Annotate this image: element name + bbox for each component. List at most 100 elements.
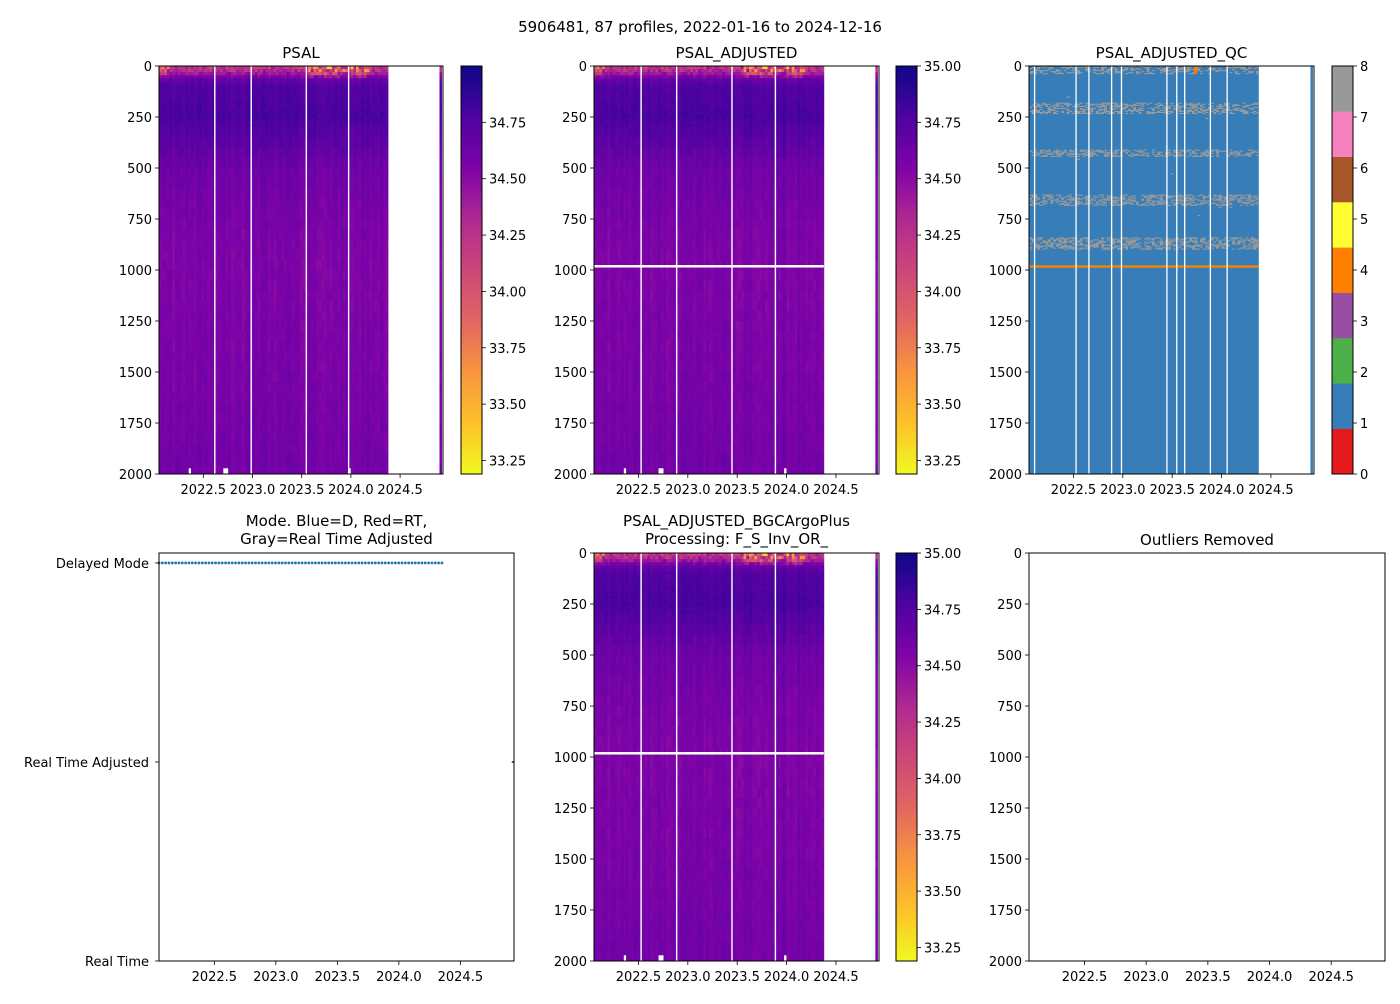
heatmap-cell [178, 188, 181, 199]
heatmap-cell [321, 97, 324, 100]
heatmap-cell [199, 301, 202, 312]
heatmap-cell [258, 403, 261, 414]
heatmap-cell [274, 94, 277, 97]
heatmap-cell [202, 372, 205, 383]
heatmap-cell [377, 403, 380, 414]
heatmap-cell [266, 103, 269, 106]
heatmap-cell [364, 301, 367, 312]
heatmap-cell [295, 311, 298, 322]
heatmap-cell [343, 382, 346, 393]
heatmap-cell [167, 91, 170, 94]
heatmap-cell [167, 121, 170, 124]
heatmap-cell [295, 403, 298, 414]
heatmap-cell [364, 454, 367, 465]
heatmap-cell [292, 188, 295, 199]
heatmap-cell [271, 413, 274, 424]
heatmap-cell [329, 290, 332, 301]
heatmap-cell [202, 72, 205, 75]
heatmap-cell [321, 413, 324, 424]
heatmap-cell [172, 115, 175, 118]
heatmap-cell [220, 423, 223, 434]
heatmap-cell [228, 392, 231, 403]
heatmap-cell [300, 413, 303, 424]
heatmap-cell [364, 199, 367, 210]
heatmap-cell [220, 260, 223, 271]
heatmap-cell [244, 382, 247, 393]
heatmap-cell [337, 219, 340, 230]
heatmap-cell [335, 372, 338, 383]
heatmap-cell [223, 127, 226, 138]
heatmap-cell [220, 178, 223, 189]
heatmap-cell [372, 115, 375, 118]
heatmap-cell [308, 115, 311, 118]
heatmap-cell [316, 464, 319, 475]
heatmap-cell [274, 229, 277, 240]
heatmap-cell [308, 413, 311, 424]
heatmap-cell [228, 301, 231, 312]
heatmap-cell [199, 321, 202, 332]
heatmap-cell [337, 433, 340, 444]
heatmap-cell [380, 443, 383, 454]
heatmap-cell [377, 158, 380, 169]
heatmap-cell [377, 84, 380, 87]
heatmap-cell [364, 115, 367, 118]
heatmap-cell [377, 121, 380, 124]
heatmap-cell [324, 352, 327, 363]
heatmap-cell [236, 106, 239, 109]
heatmap-cell [385, 311, 388, 322]
heatmap-cell [180, 362, 183, 373]
heatmap-cell [367, 433, 370, 444]
heatmap-cell [210, 209, 213, 220]
heatmap-cell [228, 121, 231, 124]
heatmap-cell [231, 81, 234, 84]
heatmap-cell [335, 229, 338, 240]
heatmap-cell [164, 178, 167, 189]
heatmap-cell [380, 118, 383, 121]
heatmap-cell [599, 84, 602, 87]
heatmap-cell [220, 270, 223, 281]
heatmap-cell [372, 118, 375, 121]
heatmap-cell [377, 352, 380, 363]
heatmap-cell [242, 290, 245, 301]
heatmap-cell [385, 423, 388, 434]
colorbar-tick-label: 34.25 [489, 229, 526, 244]
heatmap-cell [202, 66, 205, 69]
heatmap-cell [266, 433, 269, 444]
heatmap-cell [188, 109, 191, 112]
heatmap-cell [231, 352, 234, 363]
heatmap-cell [207, 87, 210, 90]
heatmap-cell [263, 219, 266, 230]
heatmap-cell [172, 178, 175, 189]
heatmap-cell [295, 321, 298, 332]
heatmap-cell [329, 78, 332, 81]
heatmap-cell [321, 118, 324, 121]
heatmap-cell [258, 301, 261, 312]
heatmap-cell [292, 137, 295, 148]
heatmap-cell [202, 148, 205, 159]
heatmap-cell [242, 239, 245, 250]
heatmap-cell [172, 280, 175, 291]
heatmap-cell [207, 301, 210, 312]
heatmap-cell [186, 94, 189, 97]
heatmap-cell [364, 137, 367, 148]
heatmap-cell [359, 109, 362, 112]
heatmap-cell [228, 188, 231, 199]
heatmap-cell [188, 106, 191, 109]
heatmap-cell [356, 423, 359, 434]
heatmap-cell [164, 290, 167, 301]
heatmap-cell [263, 270, 266, 281]
heatmap-cell [180, 260, 183, 271]
heatmap-cell [284, 280, 287, 291]
heatmap-cell [316, 66, 319, 69]
heatmap-cell [287, 87, 290, 90]
heatmap-cell [236, 372, 239, 383]
heatmap-cell [367, 103, 370, 106]
heatmap-cell [300, 100, 303, 103]
heatmap-cell [242, 81, 245, 84]
heatmap-cell [252, 69, 255, 72]
heatmap-cell [372, 168, 375, 179]
heatmap-cell [284, 178, 287, 189]
heatmap-cell [335, 84, 338, 87]
heatmap-cell [210, 168, 213, 179]
heatmap-cell [385, 94, 388, 97]
